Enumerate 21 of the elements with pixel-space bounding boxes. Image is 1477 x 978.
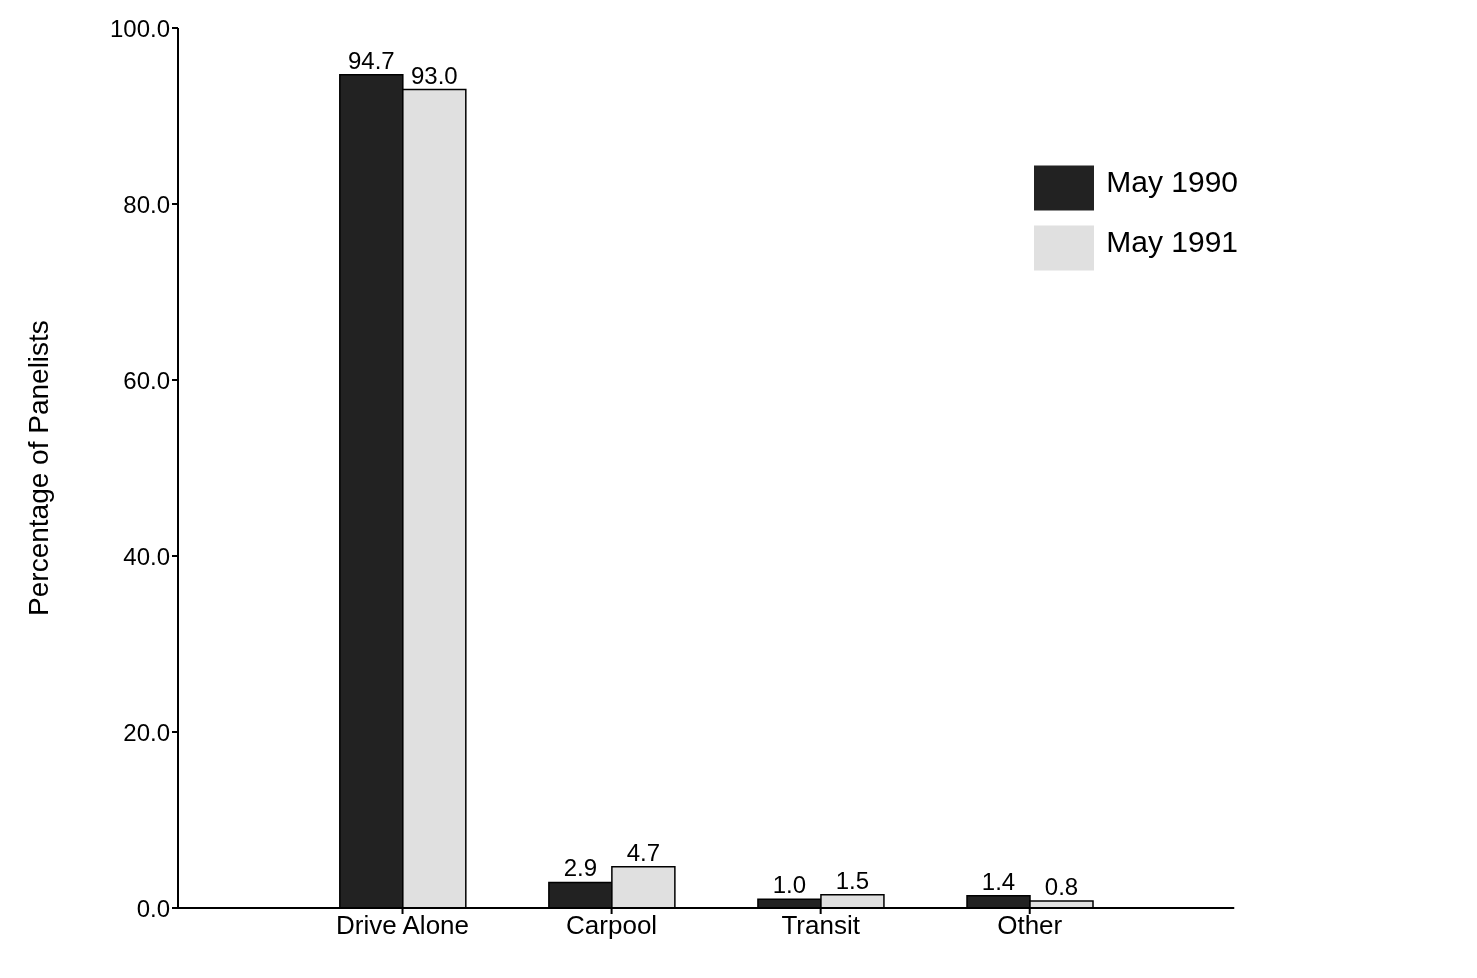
data-label: 4.7 [626,838,661,866]
y-tick-label: 40.0 [123,542,170,570]
y-tick-label: 20.0 [123,718,170,746]
legend-label: May 1991 [1106,225,1238,259]
data-label: 94.7 [347,46,395,74]
y-tick-label: 100.0 [109,14,170,42]
y-axis-title: Percentage of Panelists [22,320,54,616]
data-label: 93.0 [410,61,458,89]
data-label: 0.8 [1044,872,1079,900]
legend-label: May 1990 [1106,165,1238,199]
x-tick-label: Transit [781,910,861,941]
x-tick-label: Drive Alone [336,910,470,941]
data-label: 2.9 [563,854,598,882]
y-tick-label: 60.0 [123,366,170,394]
data-label: 1.0 [772,871,807,899]
data-label: 1.4 [981,867,1016,895]
data-label: 1.5 [835,866,870,894]
x-tick-label: Carpool [566,910,658,941]
y-tick-label: 80.0 [123,190,170,218]
y-tick-label: 0.0 [136,894,170,922]
x-tick-label: Other [997,910,1063,941]
